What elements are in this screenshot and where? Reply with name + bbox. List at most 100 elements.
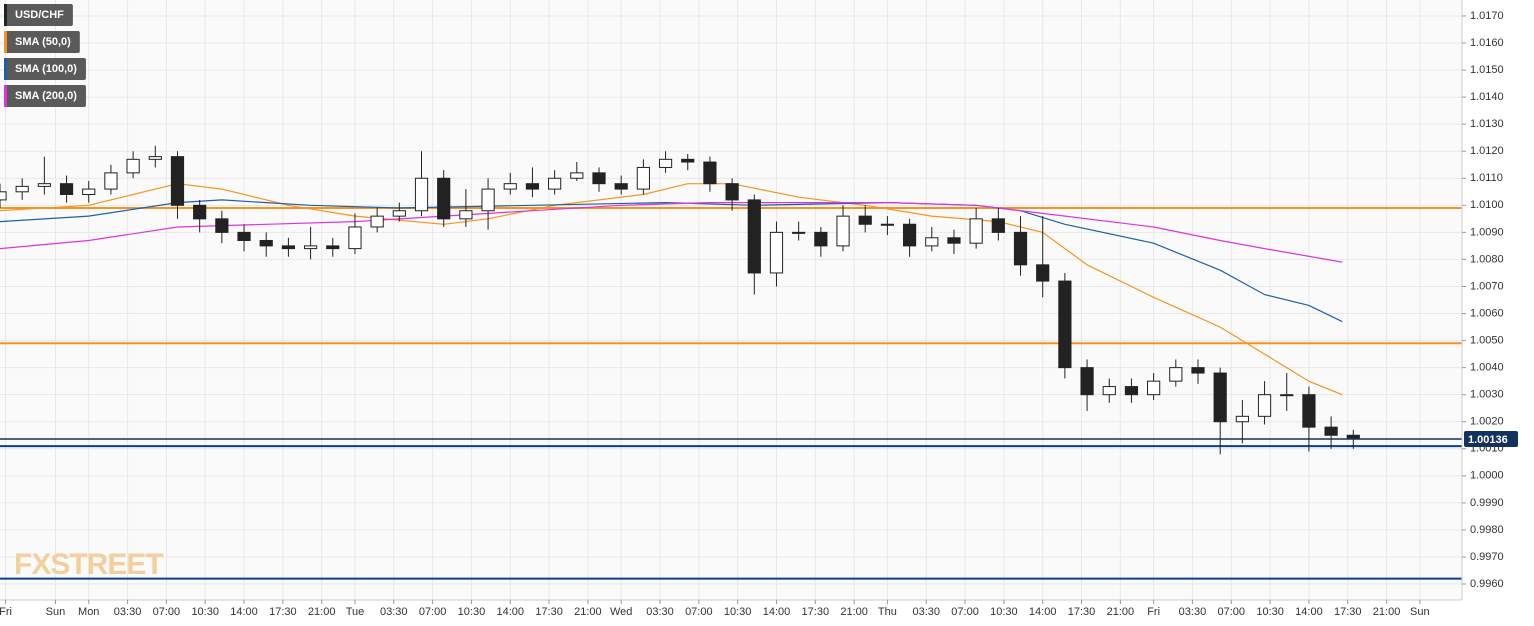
candle-body xyxy=(392,210,406,217)
candle-body xyxy=(614,183,628,190)
x-tick-label: 14:00 xyxy=(230,606,258,618)
legend: USD/CHF SMA (50,0) SMA (100,0) SMA (200,0) xyxy=(4,4,86,107)
candle-body xyxy=(1302,394,1316,428)
x-tick-label: Tue xyxy=(346,606,365,618)
y-tick-label: 1.0000 xyxy=(1470,470,1504,482)
y-tick-label: 1.0090 xyxy=(1470,226,1504,238)
legend-swatch xyxy=(4,85,7,107)
candle-body xyxy=(215,218,229,233)
candle-body xyxy=(858,215,872,225)
y-tick-label: 1.0160 xyxy=(1470,37,1504,49)
candle-body xyxy=(902,223,917,247)
x-tick-label: 07:00 xyxy=(951,606,979,618)
legend-swatch xyxy=(4,58,7,80)
x-tick-label: 14:00 xyxy=(763,606,791,618)
x-tick-label: 03:30 xyxy=(1179,606,1207,618)
candle-body xyxy=(15,185,29,193)
x-tick-label: 17:30 xyxy=(535,606,563,618)
x-tick-label: Thu xyxy=(878,606,897,618)
x-tick-label: 03:30 xyxy=(380,606,408,618)
candle-body xyxy=(792,231,806,234)
plot-background xyxy=(0,0,1462,600)
legend-box xyxy=(4,58,86,80)
x-tick-label: 10:30 xyxy=(191,606,219,618)
candle-body xyxy=(592,172,606,185)
candle-body xyxy=(1080,367,1094,396)
y-tick-label: 1.0130 xyxy=(1470,118,1504,130)
x-tick-label: Wed xyxy=(610,606,632,618)
y-tick-label: 1.0050 xyxy=(1470,334,1504,346)
y-tick-label: 1.0170 xyxy=(1470,10,1504,22)
x-tick-label: 03:30 xyxy=(646,606,674,618)
x-tick-label: 03:30 xyxy=(912,606,940,618)
candle-body xyxy=(1257,394,1272,417)
y-tick-label: 1.0100 xyxy=(1470,199,1504,211)
candle-body xyxy=(1013,231,1028,266)
y-tick-label: 0.9990 xyxy=(1470,497,1504,509)
candle-body xyxy=(237,231,251,241)
candle-body xyxy=(991,218,1005,233)
candle-body xyxy=(37,183,51,187)
x-tick-label: 17:30 xyxy=(802,606,830,618)
candle-body xyxy=(348,226,362,250)
candle-body xyxy=(880,223,895,226)
candle-body xyxy=(104,172,118,190)
legend-swatch xyxy=(4,4,7,26)
legend-label: SMA (50,0) xyxy=(15,36,71,48)
y-tick-label: 1.0060 xyxy=(1470,307,1504,319)
y-tick-label: 1.0030 xyxy=(1470,389,1504,401)
x-tick-label: 03:30 xyxy=(114,606,142,618)
axes: 0.99600.99700.99800.99901.00001.00101.00… xyxy=(0,10,1518,618)
candle-body xyxy=(1147,380,1161,396)
sma-line xyxy=(0,202,1343,263)
plot-marks xyxy=(0,145,1462,580)
x-tick-label: 10:30 xyxy=(990,606,1018,618)
x-tick-label: 10:30 xyxy=(724,606,752,618)
x-tick-label: Fri xyxy=(0,606,12,618)
x-tick-label: 07:00 xyxy=(1218,606,1246,618)
candle-body xyxy=(1213,372,1227,423)
candle-body xyxy=(370,215,384,228)
x-tick-label: 07:00 xyxy=(685,606,713,618)
candle-body xyxy=(969,218,983,244)
candle-body xyxy=(193,204,207,220)
candle-body xyxy=(1346,434,1360,439)
candle-body xyxy=(925,237,939,247)
candle-body xyxy=(1235,415,1249,423)
candle-body xyxy=(1169,367,1183,382)
candle-body xyxy=(414,177,429,212)
legend-box xyxy=(4,85,86,107)
y-tick-label: 1.0150 xyxy=(1470,64,1504,76)
candle-body xyxy=(259,239,273,247)
candle-body xyxy=(148,156,162,160)
sma-line xyxy=(0,199,1343,323)
legend-label: SMA (200,0) xyxy=(15,90,77,102)
price-label: 1.00136 xyxy=(1468,434,1508,446)
candle-body xyxy=(170,156,185,206)
candle-body xyxy=(481,188,495,212)
x-tick-label: 21:00 xyxy=(840,606,868,618)
candle-body xyxy=(82,188,96,195)
candle-body xyxy=(326,245,340,250)
candle-body xyxy=(437,177,451,220)
y-tick-label: 1.0070 xyxy=(1470,280,1504,292)
candle-body xyxy=(1036,264,1050,282)
candle-body xyxy=(769,231,784,274)
x-tick-label: 21:00 xyxy=(308,606,336,618)
x-tick-label: 07:00 xyxy=(153,606,181,618)
candle-body xyxy=(570,172,584,179)
watermark: FXSTREET xyxy=(14,548,163,581)
legend-swatch xyxy=(4,31,7,53)
candle-body xyxy=(59,183,74,195)
candle-body xyxy=(126,158,140,174)
candle-body xyxy=(747,199,761,274)
legend-label: SMA (100,0) xyxy=(15,63,77,75)
y-tick-label: 1.0080 xyxy=(1470,253,1504,265)
candle-body xyxy=(503,183,517,190)
candle-body xyxy=(525,183,540,190)
candle-body xyxy=(548,177,562,190)
candle-body xyxy=(459,210,473,220)
candle-body xyxy=(1102,386,1116,396)
candle-body xyxy=(1324,426,1338,436)
